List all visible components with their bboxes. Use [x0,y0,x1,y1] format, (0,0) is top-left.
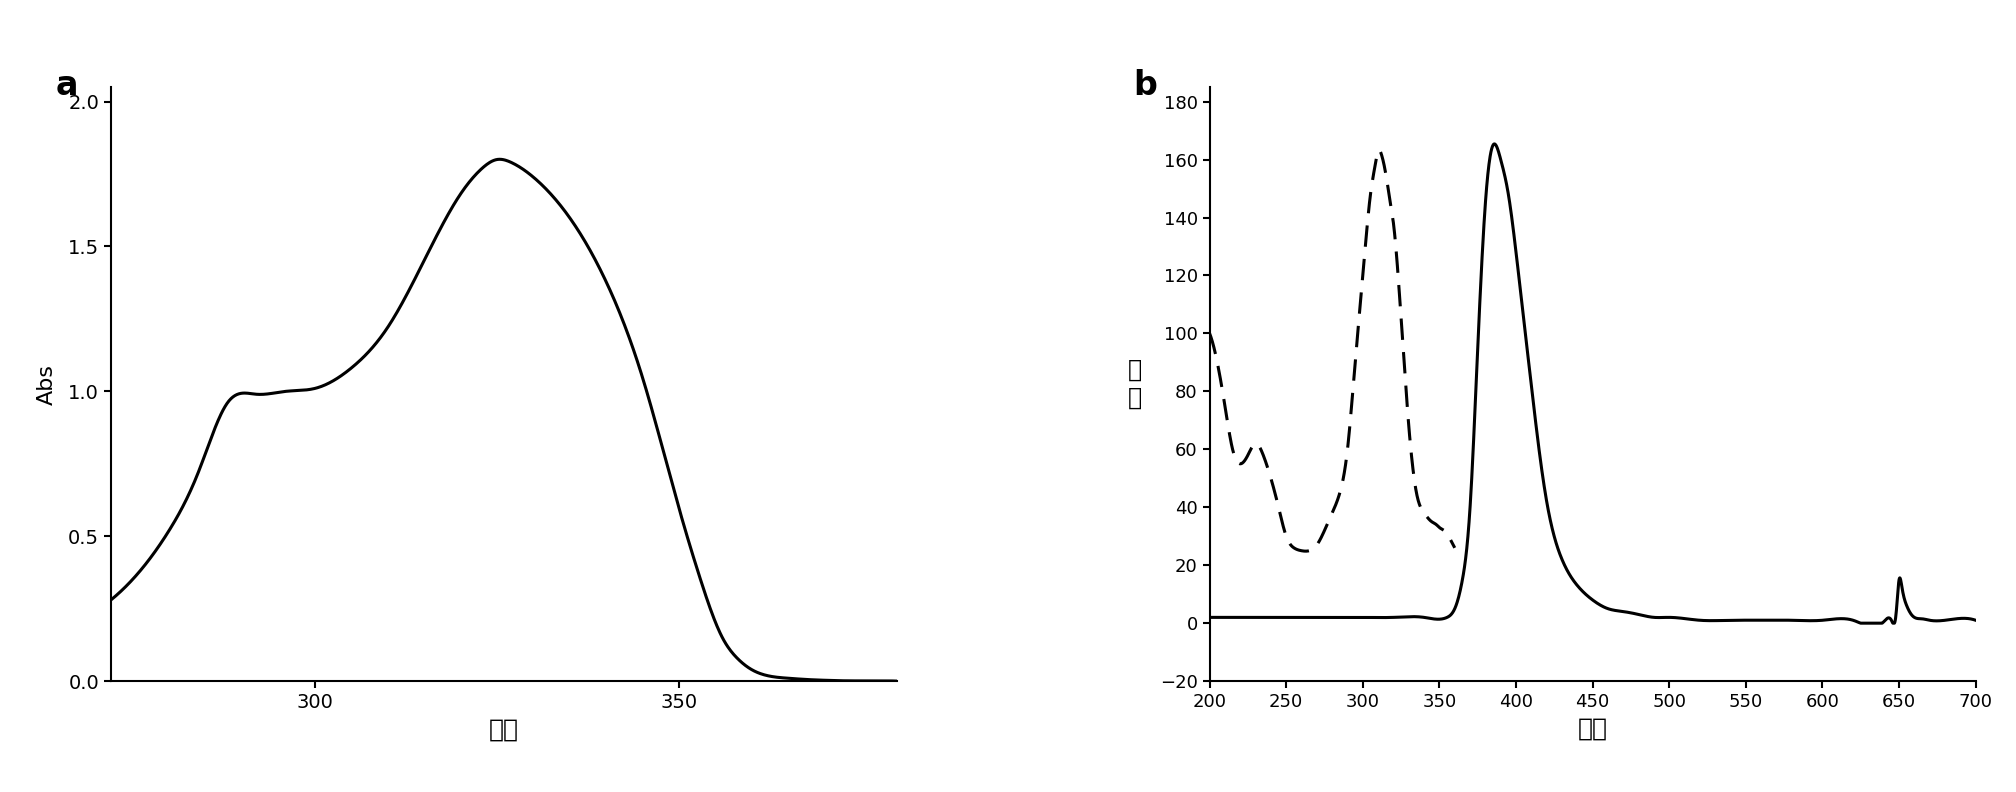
X-axis label: 波长: 波长 [490,718,518,741]
Text: b: b [1133,69,1157,102]
Y-axis label: 强
度: 强 度 [1127,358,1141,410]
Y-axis label: Abs: Abs [36,364,56,405]
X-axis label: 波长: 波长 [1579,717,1607,741]
Text: a: a [56,69,79,102]
